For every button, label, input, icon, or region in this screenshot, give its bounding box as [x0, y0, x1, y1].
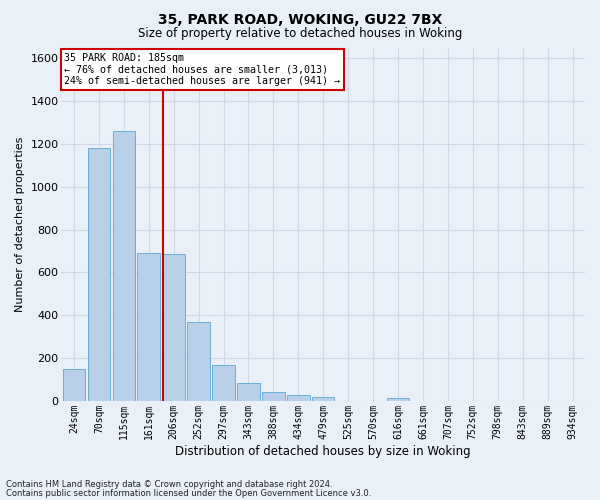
- Bar: [113, 131, 135, 401]
- Bar: [287, 395, 310, 401]
- Text: 35, PARK ROAD, WOKING, GU22 7BX: 35, PARK ROAD, WOKING, GU22 7BX: [158, 12, 442, 26]
- Bar: [163, 254, 185, 401]
- Bar: [137, 253, 160, 401]
- Bar: [63, 369, 85, 401]
- Y-axis label: Number of detached properties: Number of detached properties: [15, 136, 25, 312]
- Text: 35 PARK ROAD: 185sqm
← 76% of detached houses are smaller (3,013)
24% of semi-de: 35 PARK ROAD: 185sqm ← 76% of detached h…: [64, 53, 340, 86]
- Text: Contains public sector information licensed under the Open Government Licence v3: Contains public sector information licen…: [6, 489, 371, 498]
- Bar: [312, 396, 334, 401]
- Text: Size of property relative to detached houses in Woking: Size of property relative to detached ho…: [138, 28, 462, 40]
- Bar: [237, 384, 260, 401]
- Bar: [387, 398, 409, 401]
- Text: Contains HM Land Registry data © Crown copyright and database right 2024.: Contains HM Land Registry data © Crown c…: [6, 480, 332, 489]
- X-axis label: Distribution of detached houses by size in Woking: Distribution of detached houses by size …: [175, 444, 471, 458]
- Bar: [262, 392, 284, 401]
- Bar: [212, 364, 235, 401]
- Bar: [187, 322, 210, 401]
- Bar: [88, 148, 110, 401]
